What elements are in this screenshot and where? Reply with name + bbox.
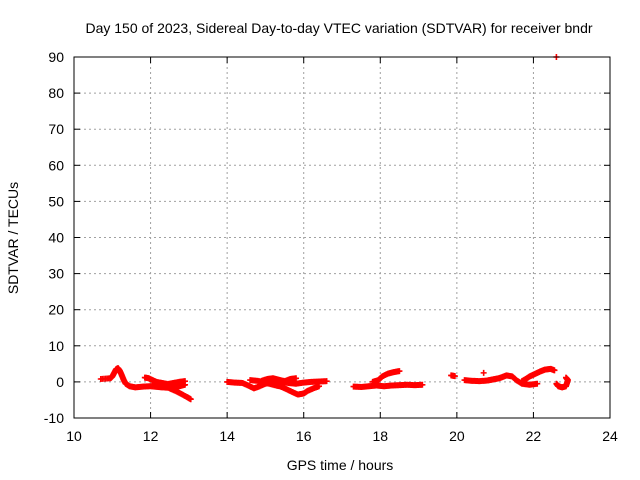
data-point	[182, 378, 189, 385]
data-point	[419, 381, 426, 388]
y-tick-label: 50	[48, 193, 64, 209]
y-tick-label: 20	[48, 302, 64, 318]
y-tick-label: 80	[48, 85, 64, 101]
grid-lines	[74, 57, 610, 418]
y-tick-label: 40	[48, 230, 64, 246]
data-points	[97, 54, 571, 403]
data-point	[534, 380, 541, 387]
y-axis: -10 0 10 20 30 40 50 60 70 80 90	[44, 49, 610, 426]
data-point	[562, 374, 569, 381]
y-axis-label: SDTVAR / TECUs	[5, 182, 21, 294]
data-point	[293, 375, 300, 382]
chart-title: Day 150 of 2023, Sidereal Day-to-day VTE…	[85, 20, 592, 36]
x-axis-label: GPS time / hours	[287, 457, 394, 473]
x-tick-label: 12	[143, 428, 159, 444]
y-tick-label: 30	[48, 266, 64, 282]
y-tick-label: 90	[48, 49, 64, 65]
y-tick-label: 60	[48, 157, 64, 173]
x-tick-label: 10	[66, 428, 82, 444]
x-tick-label: 20	[449, 428, 465, 444]
data-point	[551, 367, 558, 374]
y-tick-label: 10	[48, 338, 64, 354]
data-point	[316, 383, 323, 390]
data-point	[323, 378, 330, 385]
x-tick-label: 14	[219, 428, 235, 444]
x-tick-label: 18	[372, 428, 388, 444]
y-tick-label: 0	[56, 374, 64, 390]
data-point	[451, 373, 458, 380]
x-tick-label: 22	[526, 428, 542, 444]
x-tick-label: 24	[602, 428, 618, 444]
data-point	[480, 369, 487, 376]
data-point	[187, 396, 194, 403]
data-point	[396, 368, 403, 375]
x-axis: 10 12 14 16 18 20 22 24	[66, 57, 618, 444]
y-tick-label: -10	[44, 410, 64, 426]
x-tick-label: 16	[296, 428, 312, 444]
y-tick-label: 70	[48, 121, 64, 137]
